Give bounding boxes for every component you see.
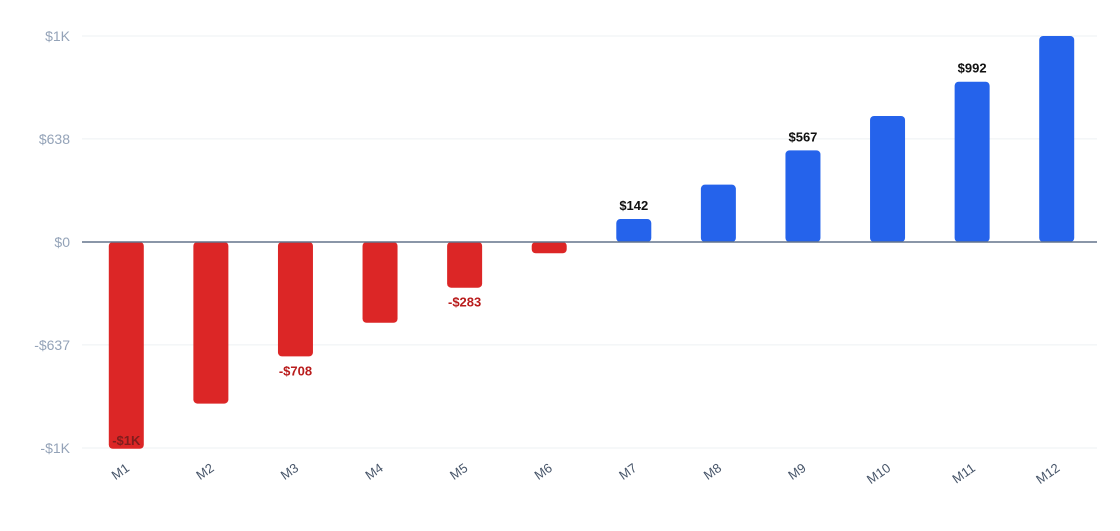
x-axis-ticks: M1 M2 M3 M4 M5 M6 M7 M8 M9 M10 M11 M12 [109, 460, 1063, 487]
x-tick-label: M12 [1033, 460, 1062, 487]
x-tick-label: M11 [949, 460, 978, 486]
bar-m2 [193, 242, 229, 404]
bar-m4 [362, 242, 398, 323]
data-label: $567 [788, 129, 817, 144]
bars [108, 36, 1075, 449]
x-tick-label: M3 [278, 460, 301, 483]
data-labels: -$1K -$708 -$283 $142 $567 $992 [112, 61, 986, 448]
y-tick-label: $0 [54, 234, 70, 250]
bar-m7 [616, 219, 652, 242]
bar-m12 [1039, 36, 1075, 242]
bar-m6 [531, 242, 567, 254]
x-tick-label: M9 [785, 460, 808, 483]
bar-m10 [870, 115, 906, 242]
bar-m5 [447, 242, 483, 288]
y-tick-label: -$1K [40, 440, 70, 456]
x-tick-label: M10 [864, 460, 893, 487]
x-tick-label: M4 [362, 460, 385, 483]
x-tick-label: M1 [109, 460, 132, 483]
x-tick-label: M5 [447, 460, 470, 483]
x-tick-label: M2 [193, 460, 216, 483]
y-axis-ticks: $1K $638 $0 -$637 -$1K [34, 28, 70, 456]
bar-m8 [700, 184, 736, 242]
data-label: $992 [958, 61, 987, 76]
y-tick-label: -$637 [34, 337, 70, 353]
bar-m11 [954, 81, 990, 242]
bar-m3 [277, 242, 313, 357]
data-label: -$708 [279, 363, 312, 378]
data-label: $142 [619, 198, 648, 213]
data-label: -$283 [448, 295, 481, 310]
x-tick-label: M7 [616, 460, 639, 483]
bar-m9 [785, 150, 821, 242]
grid-lines [82, 35, 1097, 449]
x-tick-label: M8 [701, 460, 724, 483]
bar-m1 [108, 242, 144, 449]
data-label: -$1K [112, 433, 141, 448]
y-tick-label: $1K [45, 28, 71, 44]
y-tick-label: $638 [39, 131, 70, 147]
x-tick-label: M6 [532, 460, 555, 483]
